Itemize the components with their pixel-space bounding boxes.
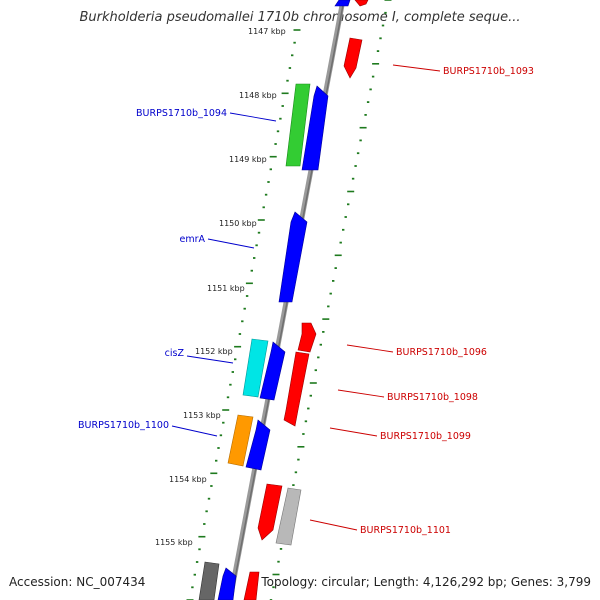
leader-line xyxy=(346,344,394,353)
leader-line xyxy=(392,64,441,72)
gene-labels: BURPS1710b_1093 BURPS1710b_1094 emrA BUR… xyxy=(78,66,534,536)
gene-feature-red[interactable] xyxy=(354,0,369,7)
gene-feature-cyan[interactable] xyxy=(242,338,269,398)
kbp-tick: 1150 kbp xyxy=(219,219,257,228)
kbp-tick: 1149 kbp xyxy=(229,155,267,164)
map-title: Burkholderia pseudomallei 1710b chromoso… xyxy=(79,10,521,25)
gene-label[interactable]: BURPS1710b_1096 xyxy=(396,347,487,358)
gene-feature-red[interactable] xyxy=(283,351,310,427)
gene-feature-red[interactable] xyxy=(243,571,260,600)
kbp-tick: 1147 kbp xyxy=(248,27,286,36)
gene-feature-grey[interactable] xyxy=(275,487,302,546)
gene-feature-orange[interactable] xyxy=(227,414,254,467)
inner-tick-rail xyxy=(186,29,301,600)
leader-line xyxy=(309,519,358,531)
kbp-tick: 1151 kbp xyxy=(207,284,245,293)
gene-label[interactable]: BURPS1710b_1099 xyxy=(380,431,471,442)
gene-feature-blue[interactable] xyxy=(334,0,351,7)
gene-feature-green[interactable] xyxy=(285,83,311,167)
gene-label[interactable]: cisZ xyxy=(165,348,185,359)
leader-line xyxy=(229,112,277,122)
gene-label[interactable]: BURPS1710b_1101 xyxy=(360,525,451,536)
leader-line xyxy=(186,355,234,364)
kbp-tick: 1152 kbp xyxy=(195,347,233,356)
forward-features xyxy=(198,0,351,600)
reverse-features xyxy=(243,0,369,600)
gene-feature-blue[interactable] xyxy=(301,85,329,171)
gene-feature-red[interactable] xyxy=(343,37,363,79)
gene-feature-blue[interactable] xyxy=(278,211,308,303)
kbp-tick: 1154 kbp xyxy=(169,475,207,484)
gene-label[interactable]: BURPS1710b_1100 xyxy=(78,420,169,431)
topology-summary: Topology: circular; Length: 4,126,292 bp… xyxy=(261,575,591,589)
gene-feature-red[interactable] xyxy=(297,322,317,353)
gene-feature-blue[interactable] xyxy=(259,341,286,401)
gene-label[interactable]: BURPS1710b_1094 xyxy=(136,108,227,119)
gene-feature-blue[interactable] xyxy=(217,567,237,600)
kbp-tick: 1153 kbp xyxy=(183,411,221,420)
label-leaders xyxy=(171,64,441,531)
kbp-tick: 1148 kbp xyxy=(239,91,277,100)
gene-label[interactable]: emrA xyxy=(179,234,205,245)
gene-feature-darkgrey[interactable] xyxy=(198,561,220,600)
leader-line xyxy=(337,389,385,398)
gene-feature-red[interactable] xyxy=(257,483,283,541)
kbp-tick: 1155 kbp xyxy=(155,538,193,547)
leader-line xyxy=(329,427,378,437)
accession-text: Accession: NC_007434 xyxy=(9,575,146,589)
gene-label[interactable]: BURPS1710b_1098 xyxy=(387,392,478,403)
leader-line xyxy=(207,238,255,249)
leader-line xyxy=(171,425,218,437)
gene-label[interactable]: BURPS1710b_1093 xyxy=(443,66,534,77)
kbp-ticks: 1147 kbp 1148 kbp 1149 kbp 1150 kbp 1151… xyxy=(155,27,286,547)
gene-feature-blue[interactable] xyxy=(245,419,271,471)
